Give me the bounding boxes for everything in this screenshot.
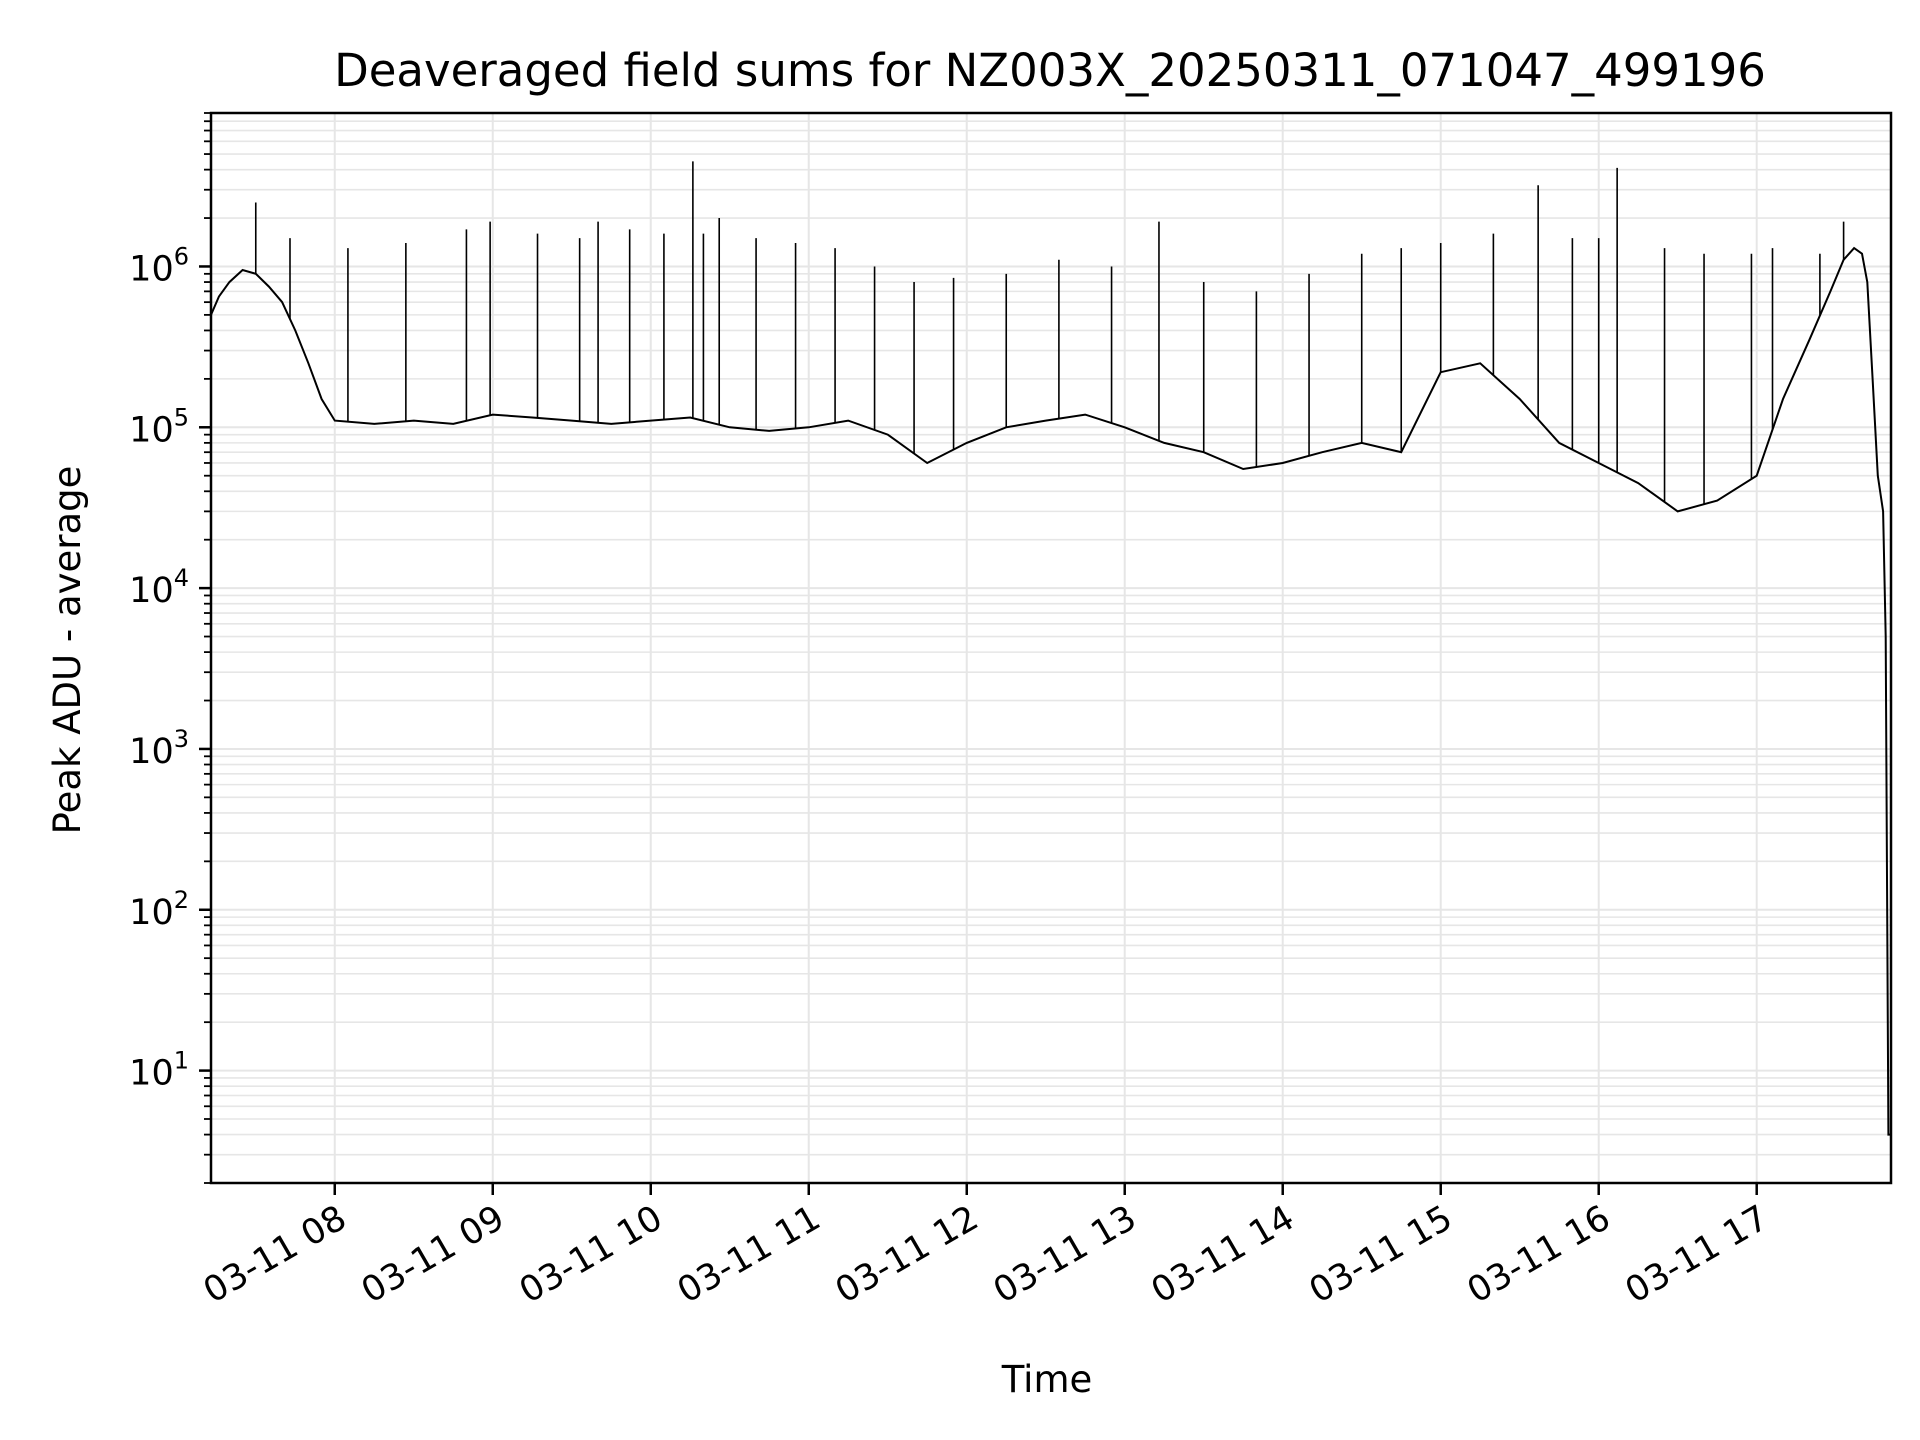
- y-tick-label: 104: [129, 564, 189, 611]
- y-tick-label: 102: [129, 886, 189, 933]
- grid: [211, 112, 1891, 1184]
- y-tick-label: 106: [129, 242, 189, 289]
- x-tick-label: 03-11 14: [1145, 1198, 1301, 1311]
- x-tick-label: 03-11 17: [1619, 1198, 1775, 1311]
- x-tick-label: 03-11 08: [197, 1198, 353, 1311]
- x-tick-label: 03-11 13: [987, 1198, 1143, 1311]
- y-tick-label: 105: [129, 403, 189, 450]
- x-tick-label: 03-11 10: [513, 1198, 669, 1311]
- x-axis-ticks: 03-11 08 03-11 09 03-11 10 03-11 11 03-11 12…: [197, 1183, 1775, 1311]
- plot-area: [210, 161, 1891, 1136]
- chart-title: Deaveraged field sums for NZ003X_2025031…: [334, 44, 1766, 97]
- y-axis-ticks: 101 102 103 104 105 106: [129, 112, 211, 1184]
- x-axis-label: Time: [1001, 1358, 1093, 1401]
- x-tick-label: 03-11 16: [1461, 1198, 1617, 1311]
- x-tick-label: 03-11 11: [671, 1198, 827, 1311]
- x-tick-label: 03-11 12: [829, 1198, 985, 1311]
- x-tick-label: 03-11 15: [1303, 1198, 1459, 1311]
- x-tick-label: 03-11 09: [355, 1198, 511, 1311]
- y-tick-label: 101: [129, 1047, 189, 1094]
- plot-frame: [209, 111, 1893, 1185]
- y-tick-label: 103: [129, 725, 189, 772]
- data-line: [210, 246, 1891, 1136]
- y-axis-label: Peak ADU - average: [46, 466, 89, 835]
